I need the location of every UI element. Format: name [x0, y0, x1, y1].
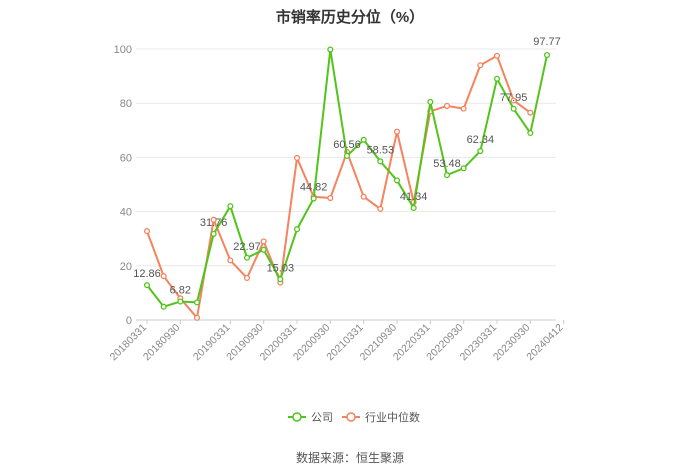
y-tick-label: 0 [126, 315, 132, 327]
legend-marker [346, 412, 356, 422]
legend-marker [292, 412, 302, 422]
data-label: 22.97 [233, 241, 261, 253]
data-point [277, 276, 284, 283]
data-point [393, 177, 401, 184]
data-point [377, 205, 384, 212]
data-label: 15.03 [267, 262, 295, 274]
data-point [493, 52, 501, 59]
data-label: 31.76 [200, 217, 228, 229]
data-point [343, 152, 351, 159]
data-point [193, 314, 201, 321]
data-label: 12.86 [133, 268, 161, 280]
data-point [160, 273, 167, 280]
data-point [510, 97, 517, 104]
series-line-industry-median [146, 54, 531, 319]
data-point [360, 193, 367, 200]
series-line-company [146, 48, 548, 308]
y-tick-label: 100 [114, 44, 132, 56]
data-point [477, 62, 484, 69]
data-point [310, 195, 317, 202]
data-point [360, 136, 367, 143]
data-point [160, 303, 167, 310]
data-point [427, 98, 434, 105]
data-label: 97.77 [533, 36, 561, 48]
data-point [260, 238, 267, 245]
legend-label: 公司 [311, 412, 333, 424]
data-point [393, 128, 401, 135]
data-point [260, 246, 267, 253]
data-label: 6.82 [170, 285, 191, 297]
data-point [327, 46, 334, 53]
data-point [493, 75, 501, 82]
data-label: 58.53 [367, 144, 395, 156]
y-tick-label: 60 [120, 152, 132, 164]
data-point [210, 230, 217, 237]
data-point [210, 216, 217, 223]
data-point [293, 226, 301, 233]
data-point [527, 129, 534, 137]
data-point [460, 165, 467, 172]
data-label: 60.56 [333, 139, 361, 151]
legend-item-company: 公司 [288, 412, 333, 424]
x-tick-label: 20180930 [141, 322, 183, 364]
data-source-note: 数据来源：恒生聚源 [295, 451, 404, 465]
data-point [177, 298, 184, 305]
data-point [443, 102, 451, 109]
data-point [293, 154, 301, 161]
chart-title: 市销率历史分位（%） [275, 9, 425, 26]
data-point [143, 228, 151, 235]
data-point [193, 299, 201, 306]
data-point [227, 203, 234, 210]
data-point [460, 105, 467, 112]
data-point [543, 51, 551, 59]
data-label: 53.48 [433, 158, 461, 170]
data-label: 44.82 [300, 182, 328, 194]
data-point [327, 195, 334, 202]
data-point [443, 172, 451, 179]
data-point [227, 257, 234, 264]
y-tick-label: 40 [120, 207, 132, 219]
y-tick-label: 20 [120, 261, 132, 273]
data-point [243, 274, 251, 282]
data-point [527, 109, 534, 116]
data-label: 62.34 [467, 134, 495, 146]
data-point [510, 105, 517, 112]
legend-label: 行业中位数 [365, 410, 420, 424]
data-point [377, 158, 384, 165]
data-label: 41.34 [400, 191, 428, 203]
legend-item-industry-median: 行业中位数 [342, 410, 420, 424]
x-tick-label: 20240412 [524, 322, 566, 364]
data-label: 77.95 [500, 92, 528, 104]
data-point [243, 254, 251, 261]
data-point [143, 282, 151, 289]
y-tick-label: 80 [120, 98, 132, 110]
data-point [477, 148, 484, 155]
data-point [410, 204, 417, 212]
